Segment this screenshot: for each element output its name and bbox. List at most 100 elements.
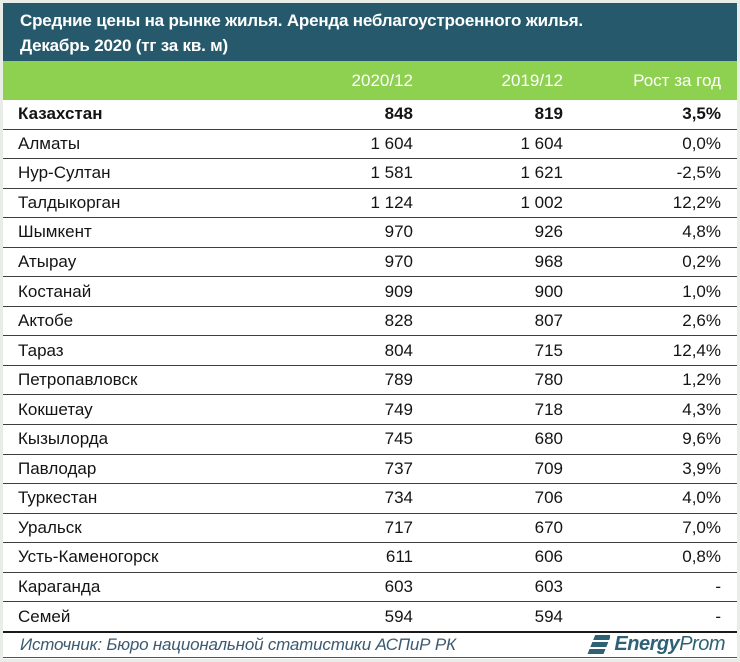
price-2020-cell: 611	[247, 542, 413, 573]
growth-cell: 3,5%	[563, 100, 737, 130]
price-2020-cell: 734	[247, 483, 413, 514]
region-cell: Кызылорда	[3, 424, 247, 455]
region-cell: Талдыкорган	[3, 188, 247, 219]
price-2020-cell: 594	[247, 601, 413, 633]
price-2020-cell: 828	[247, 306, 413, 337]
price-2019-cell: 1 002	[413, 188, 563, 219]
table-row: Кызылорда 745 680 9,6%	[3, 424, 737, 455]
table-row: Павлодар 737 709 3,9%	[3, 454, 737, 485]
growth-cell: 12,4%	[563, 335, 737, 366]
growth-cell: 7,0%	[563, 513, 737, 544]
logo-text-bold: Energy	[614, 633, 680, 656]
price-2019-cell: 926	[413, 217, 563, 248]
price-2020-cell: 848	[247, 100, 413, 130]
prices-table: 2020/12 2019/12 Рост за год Казахстан 84…	[3, 61, 737, 633]
price-2019-cell: 718	[413, 394, 563, 426]
growth-cell: 2,6%	[563, 306, 737, 337]
column-header-region	[3, 61, 247, 100]
energyprom-logo: EnergyProm	[582, 633, 725, 657]
table-row: Талдыкорган 1 124 1 002 12,2%	[3, 188, 737, 219]
title-bar: Средние цены на рынке жилья. Аренда небл…	[3, 3, 737, 61]
region-cell: Тараз	[3, 335, 247, 366]
table-row: Кокшетау 749 718 4,3%	[3, 394, 737, 426]
column-header-growth: Рост за год	[563, 61, 737, 100]
region-cell: Актобе	[3, 306, 247, 337]
price-2019-cell: 680	[413, 424, 563, 455]
region-cell: Кокшетау	[3, 394, 247, 426]
table-body: Казахстан 848 819 3,5% Алматы 1 604 1 60…	[3, 100, 737, 633]
table-row: Алматы 1 604 1 604 0,0%	[3, 129, 737, 160]
growth-cell: 4,0%	[563, 483, 737, 514]
table-row: Актобе 828 807 2,6%	[3, 306, 737, 337]
energyprom-logo-text: EnergyProm	[614, 633, 725, 656]
logo-text-regular: Prom	[679, 633, 725, 656]
price-2019-cell: 968	[413, 247, 563, 278]
price-2020-cell: 909	[247, 276, 413, 307]
price-2019-cell: 594	[413, 601, 563, 633]
price-2020-cell: 1 581	[247, 158, 413, 189]
price-2019-cell: 715	[413, 335, 563, 366]
price-2019-cell: 1 621	[413, 158, 563, 189]
region-cell: Нур-Султан	[3, 158, 247, 189]
price-2020-cell: 970	[247, 247, 413, 278]
price-2019-cell: 670	[413, 513, 563, 544]
table-row: Костанай 909 900 1,0%	[3, 276, 737, 307]
table-row: Атырау 970 968 0,2%	[3, 247, 737, 278]
growth-cell: 0,2%	[563, 247, 737, 278]
growth-cell: 3,9%	[563, 454, 737, 485]
footer: Источник: Бюро национальной статистики А…	[3, 633, 737, 657]
source-note: Источник: Бюро национальной статистики А…	[20, 634, 456, 654]
price-2020-cell: 717	[247, 513, 413, 544]
table-header: 2020/12 2019/12 Рост за год	[3, 61, 737, 100]
price-2019-cell: 780	[413, 365, 563, 396]
price-2020-cell: 1 124	[247, 188, 413, 219]
price-2019-cell: 819	[413, 100, 563, 130]
price-2019-cell: 900	[413, 276, 563, 307]
price-2020-cell: 603	[247, 572, 413, 603]
price-2019-cell: 706	[413, 483, 563, 514]
region-cell: Уральск	[3, 513, 247, 544]
growth-cell: -	[563, 601, 737, 633]
table-row: Караганда 603 603 -	[3, 572, 737, 603]
price-2020-cell: 804	[247, 335, 413, 366]
price-2019-cell: 606	[413, 542, 563, 573]
price-2020-cell: 970	[247, 217, 413, 248]
growth-cell: 12,2%	[563, 188, 737, 219]
title-line-2: Декабрь 2020 (тг за кв. м)	[20, 36, 228, 55]
price-2019-cell: 603	[413, 572, 563, 603]
energyprom-logo-icon	[587, 634, 611, 654]
table-row: Туркестан 734 706 4,0%	[3, 483, 737, 514]
table-row: Казахстан 848 819 3,5%	[3, 100, 737, 130]
region-cell: Костанай	[3, 276, 247, 307]
region-cell: Шымкент	[3, 217, 247, 248]
table-row: Усть-Каменогорск 611 606 0,8%	[3, 542, 737, 573]
table-header-row: 2020/12 2019/12 Рост за год	[3, 61, 737, 100]
price-2020-cell: 1 604	[247, 129, 413, 160]
table-row: Нур-Султан 1 581 1 621 -2,5%	[3, 158, 737, 189]
column-header-2020-12: 2020/12	[247, 61, 413, 100]
region-cell: Атырау	[3, 247, 247, 278]
price-2019-cell: 1 604	[413, 129, 563, 160]
region-cell: Петропавловск	[3, 365, 247, 396]
growth-cell: 0,0%	[563, 129, 737, 160]
growth-cell: -	[563, 572, 737, 603]
region-cell: Казахстан	[3, 100, 247, 130]
table-row: Тараз 804 715 12,4%	[3, 335, 737, 366]
table-row: Семей 594 594 -	[3, 601, 737, 633]
table-row: Петропавловск 789 780 1,2%	[3, 365, 737, 396]
growth-cell: 4,3%	[563, 394, 737, 426]
growth-cell: 1,2%	[563, 365, 737, 396]
growth-cell: 4,8%	[563, 217, 737, 248]
price-2020-cell: 745	[247, 424, 413, 455]
region-cell: Семей	[3, 601, 247, 633]
growth-cell: 9,6%	[563, 424, 737, 455]
region-cell: Усть-Каменогорск	[3, 542, 247, 573]
growth-cell: 1,0%	[563, 276, 737, 307]
table-row: Шымкент 970 926 4,8%	[3, 217, 737, 248]
price-2020-cell: 749	[247, 394, 413, 426]
region-cell: Алматы	[3, 129, 247, 160]
region-cell: Караганда	[3, 572, 247, 603]
price-2020-cell: 737	[247, 454, 413, 485]
growth-cell: 0,8%	[563, 542, 737, 573]
